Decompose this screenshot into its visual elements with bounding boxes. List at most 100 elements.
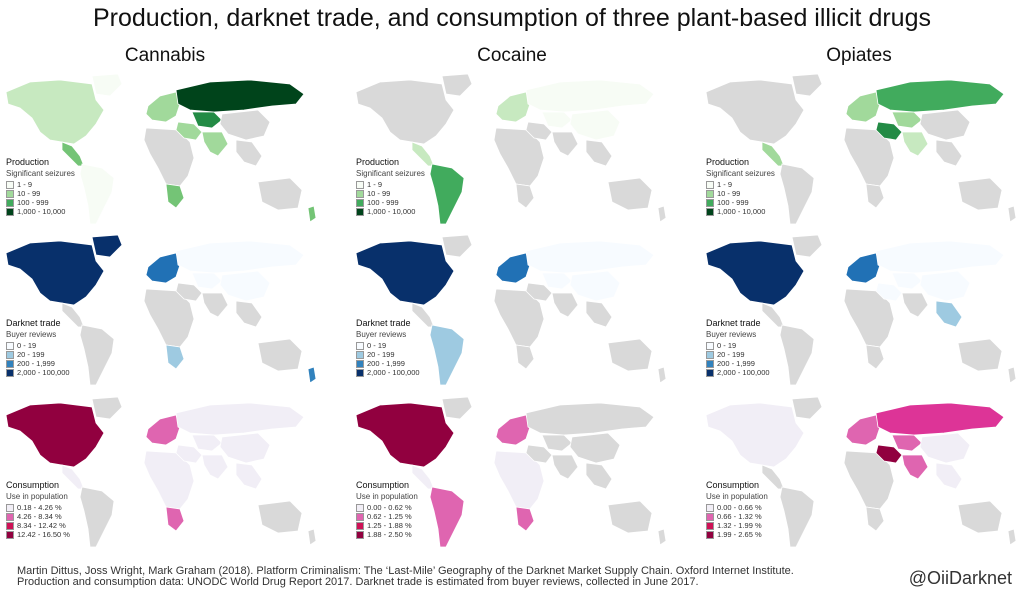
legend-swatch — [356, 350, 364, 359]
region-europe — [495, 91, 531, 123]
region-north-america — [355, 402, 455, 468]
world-map — [355, 396, 667, 548]
legend-item: 2,000 - 100,000 — [356, 368, 420, 377]
legend-subtitle: Buyer reviews — [6, 330, 57, 339]
region-middle-east — [875, 121, 903, 141]
region-south-america — [779, 324, 815, 386]
region-se-asia — [935, 139, 963, 167]
world-map — [5, 73, 317, 225]
region-north-america — [705, 79, 805, 145]
legend-swatch — [356, 512, 364, 521]
legend-label: 0.00 - 0.66 % — [717, 503, 762, 512]
region-greenland — [441, 234, 473, 258]
legend-swatch — [356, 368, 364, 377]
region-southern-africa — [865, 344, 885, 370]
legend-item: 1.25 - 1.88 % — [356, 521, 418, 530]
legend-subtitle: Buyer reviews — [356, 330, 407, 339]
region-china — [219, 432, 271, 464]
legend-title: Darknet trade — [706, 318, 761, 328]
world-map — [5, 396, 317, 548]
legend: Darknet trade Buyer reviews 0 - 19 20 - 199… — [356, 319, 420, 377]
legend-label: 0.66 - 1.32 % — [717, 512, 762, 521]
region-se-asia — [235, 139, 263, 167]
legend-item: 0 - 19 — [706, 341, 770, 350]
legend-subtitle: Use in population — [6, 492, 68, 501]
region-south-america — [79, 324, 115, 386]
region-australia — [607, 338, 653, 372]
legend-label: 1.32 - 1.99 % — [717, 521, 762, 530]
region-south-america — [429, 486, 465, 548]
region-central-asia — [541, 111, 573, 129]
legend-title: Consumption — [6, 480, 60, 490]
legend-swatch — [356, 198, 364, 207]
legend-label: 200 - 1,999 — [717, 359, 755, 368]
region-southern-africa — [165, 344, 185, 370]
column-title-cocaine: Cocaine — [477, 45, 547, 66]
region-greenland — [91, 396, 123, 420]
map-panel-opiates-production: Production Significant seizures 1 - 9 10 - … — [700, 70, 1024, 230]
region-south-asia — [551, 454, 579, 480]
legend-subtitle: Buyer reviews — [706, 330, 757, 339]
region-north-america — [705, 240, 805, 306]
region-southern-africa — [865, 183, 885, 209]
region-middle-east — [525, 121, 553, 141]
region-new-zealand — [1007, 528, 1017, 546]
region-russia — [175, 402, 305, 436]
region-south-asia — [901, 454, 929, 480]
legend-item: 2,000 - 100,000 — [706, 368, 770, 377]
legend-swatch — [6, 503, 14, 512]
legend-swatch — [706, 341, 714, 350]
region-china — [919, 270, 971, 302]
world-map — [355, 73, 667, 225]
legend-label: 100 - 999 — [717, 198, 749, 207]
map-panel-opiates-consumption: Consumption Use in population 0.00 - 0.66 … — [700, 393, 1024, 553]
region-australia — [957, 500, 1003, 534]
region-central-america — [411, 464, 435, 490]
region-southern-africa — [515, 344, 535, 370]
region-central-america — [761, 464, 785, 490]
region-china — [219, 270, 271, 302]
legend-title: Darknet trade — [6, 318, 61, 328]
legend-label: 10 - 99 — [367, 189, 391, 198]
legend-title: Production — [706, 157, 750, 167]
legend-item: 20 - 199 — [706, 350, 770, 359]
legend-label: 0 - 19 — [367, 341, 387, 350]
legend-item: 1,000 - 10,000 — [706, 207, 775, 216]
legend-label: 1,000 - 10,000 — [717, 207, 766, 216]
region-central-asia — [191, 111, 223, 129]
legend-title: Production — [356, 157, 400, 167]
legend-swatch — [6, 521, 14, 530]
region-china — [569, 109, 621, 141]
legend-item: 20 - 199 — [356, 350, 420, 359]
region-middle-east — [175, 282, 203, 302]
legend-item: 100 - 999 — [706, 198, 775, 207]
legend: Darknet trade Buyer reviews 0 - 19 20 - 199… — [706, 319, 770, 377]
region-se-asia — [935, 300, 963, 328]
region-southern-africa — [165, 183, 185, 209]
region-south-asia — [901, 292, 929, 318]
column-title-cannabis: Cannabis — [124, 45, 206, 66]
region-se-asia — [235, 462, 263, 490]
legend-label: 0 - 19 — [17, 341, 37, 350]
legend-swatch — [356, 503, 364, 512]
legend-label: 2,000 - 100,000 — [17, 368, 70, 377]
legend-item: 12.42 - 16.50 % — [6, 530, 70, 539]
legend-item: 200 - 1,999 — [6, 359, 70, 368]
region-russia — [875, 402, 1005, 436]
region-middle-east — [875, 282, 903, 302]
legend-label: 200 - 1,999 — [17, 359, 55, 368]
region-central-america — [411, 141, 435, 167]
legend-swatch — [706, 530, 714, 539]
map-panel-cocaine-consumption: Consumption Use in population 0.00 - 0.62 … — [350, 393, 680, 553]
legend-swatch — [6, 359, 14, 368]
legend-label: 10 - 99 — [717, 189, 741, 198]
legend-item: 0.66 - 1.32 % — [706, 512, 768, 521]
region-china — [569, 270, 621, 302]
region-china — [919, 109, 971, 141]
footer-line-2: Production and consumption data: UNODC W… — [17, 576, 699, 588]
region-new-zealand — [1007, 366, 1017, 384]
region-australia — [257, 177, 303, 211]
legend-label: 200 - 1,999 — [367, 359, 405, 368]
region-central-america — [411, 302, 435, 328]
region-south-america — [779, 486, 815, 548]
